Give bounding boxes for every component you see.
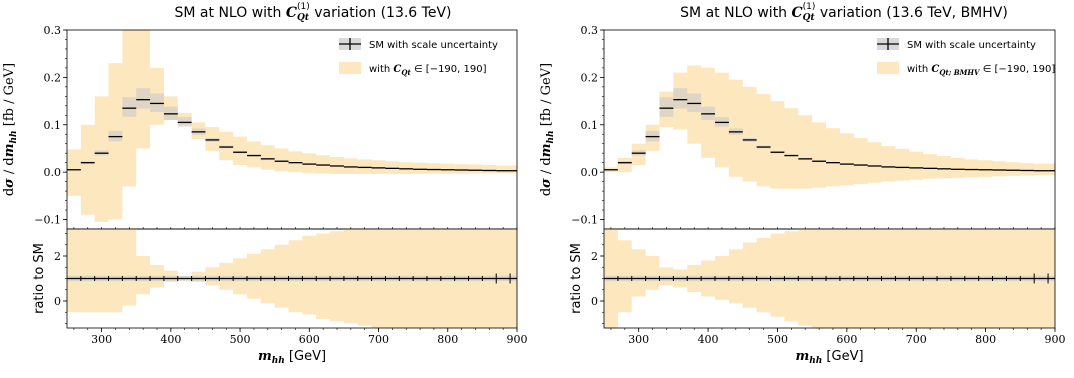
y-tick-label: 0.1 [44, 119, 62, 132]
main-plot-area [604, 65, 1055, 189]
x-tick-label: 900 [507, 333, 528, 346]
legend-label-sm: SM with scale uncertainty [369, 40, 498, 51]
y-label-part: σ [2, 178, 17, 188]
x-tick-label: 600 [299, 333, 320, 346]
x-label-part: hh [272, 356, 285, 366]
x-tick-label: 500 [230, 333, 251, 346]
wilson-coefficient-band [67, 30, 517, 222]
ratio-plot-area [604, 229, 1055, 328]
x-tick-label: 400 [160, 333, 181, 346]
chart-title: SM at NLO with CQt(1) variation (13.6 Te… [175, 2, 452, 23]
x-axis-label: mhh [GeV] [258, 349, 326, 366]
wilson-coefficient-band [604, 65, 1055, 189]
y-tick-label: 0.2 [44, 71, 62, 84]
y-tick-label: −0.1 [34, 214, 61, 227]
x-tick-label: 500 [767, 333, 788, 346]
y-label-part: [fb / GeV] [2, 63, 17, 131]
legend-label-sm: SM with scale uncertainty [907, 40, 1036, 51]
y-axis-label: dσ / dmhh [fb / GeV] [2, 63, 19, 196]
x-tick-label: 300 [91, 333, 112, 346]
y-label-part: / d [539, 157, 554, 178]
y-axis-label: dσ / dmhh [fb / GeV] [539, 63, 556, 196]
y-label-part: σ [539, 178, 554, 188]
x-label-part: [GeV] [285, 349, 326, 364]
y-label-part: d [2, 188, 17, 196]
chart-panel-right: SM at NLO with CQt(1) variation (13.6 Te… [539, 2, 1066, 366]
legend-label-part: ∈ [−190, 190] [979, 64, 1055, 75]
legend-label-band: with CQt; BMHV ∈ [−190, 190] [907, 64, 1055, 77]
main-plot-area [67, 30, 517, 222]
y-tick-label: 0.1 [581, 119, 599, 132]
y-tick-label: 0.3 [44, 24, 62, 37]
y-label-part: d [539, 188, 554, 196]
x-label-part: [GeV] [822, 349, 863, 364]
x-label-part: hh [809, 356, 822, 366]
x-label-part: m [258, 349, 272, 364]
x-label-part: m [795, 349, 809, 364]
y-label-part: m [2, 143, 17, 157]
ratio-y-tick-label: 2 [591, 250, 598, 263]
legend-label-part: C [931, 64, 939, 75]
x-tick-label: 700 [906, 333, 927, 346]
ratio-plot-area [67, 229, 517, 328]
y-tick-label: 0.0 [44, 166, 62, 179]
legend-label-part: C [393, 64, 401, 75]
y-tick-label: −0.1 [571, 214, 598, 227]
y-label-part: [fb / GeV] [539, 63, 554, 131]
y-tick-label: 0.3 [581, 24, 599, 37]
y-label-part: / d [2, 157, 17, 178]
x-tick-label: 300 [628, 333, 649, 346]
x-tick-label: 600 [836, 333, 857, 346]
x-tick-label: 400 [698, 333, 719, 346]
ratio-y-tick-label: 2 [54, 250, 61, 263]
legend-band-swatch [339, 62, 361, 74]
x-tick-label: 700 [368, 333, 389, 346]
legend-label-part: with [369, 64, 393, 75]
y-label-part: hh [546, 130, 556, 143]
y-tick-label: 0.0 [581, 166, 599, 179]
ratio-y-axis-label: ratio to SM [569, 243, 584, 314]
legend-label-band: with CQt ∈ [−190, 190] [369, 64, 487, 77]
x-tick-label: 800 [437, 333, 458, 346]
legend-label-part: ∈ [−190, 190] [411, 64, 487, 75]
x-tick-label: 800 [975, 333, 996, 346]
y-label-part: hh [9, 130, 19, 143]
y-label-part: m [539, 143, 554, 157]
legend-label-part: Qt [401, 68, 411, 77]
chart-panel-left: SM at NLO with CQt(1) variation (13.6 Te… [2, 2, 528, 366]
ratio-y-tick-label: 0 [54, 295, 61, 308]
chart-title: SM at NLO with CQt(1) variation (13.6 Te… [680, 2, 1008, 23]
legend-band-swatch [877, 62, 899, 74]
ratio-y-tick-label: 0 [591, 295, 598, 308]
legend-label-part: with [907, 64, 931, 75]
legend-label-part: Qt; BMHV [939, 68, 981, 77]
x-axis-label: mhh [GeV] [795, 349, 863, 366]
x-tick-label: 900 [1045, 333, 1066, 346]
ratio-y-axis-label: ratio to SM [32, 243, 47, 314]
y-tick-label: 0.2 [581, 71, 599, 84]
